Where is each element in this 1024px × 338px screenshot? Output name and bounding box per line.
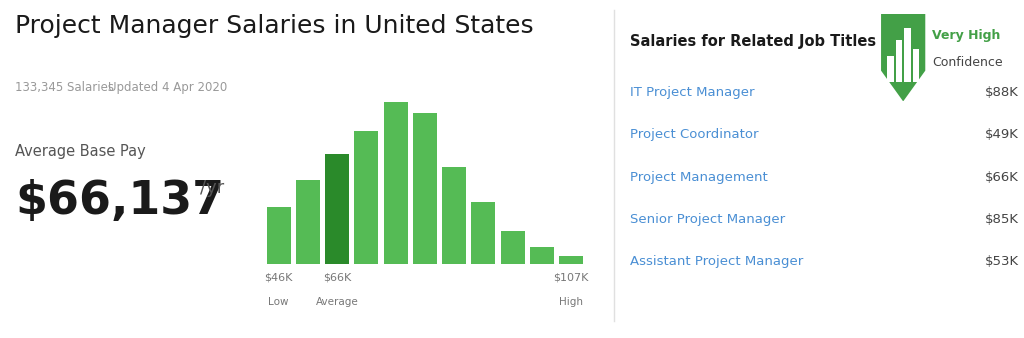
Text: Updated 4 Apr 2020: Updated 4 Apr 2020 [108,81,226,94]
Text: $66K: $66K [985,171,1019,184]
Text: Low: Low [268,297,289,308]
Text: Average Base Pay: Average Base Pay [15,144,146,159]
Bar [530,247,554,264]
Text: Senior Project Manager: Senior Project Manager [630,213,784,226]
Bar [413,113,437,264]
Bar [296,179,319,264]
Bar [559,256,584,264]
Text: 133,345 Salaries: 133,345 Salaries [15,81,115,94]
Bar [384,102,408,264]
Bar [896,40,902,82]
Text: High: High [559,297,584,308]
Text: Assistant Project Manager: Assistant Project Manager [630,255,803,268]
Text: $53K: $53K [985,255,1019,268]
Text: IT Project Manager: IT Project Manager [630,86,755,99]
Text: Project Coordinator: Project Coordinator [630,128,758,141]
Bar [354,131,379,264]
Bar [326,154,349,264]
Text: Average: Average [315,297,358,308]
Text: /yr: /yr [200,179,224,197]
Text: $107K: $107K [554,272,589,282]
Text: Project Manager Salaries in United States: Project Manager Salaries in United State… [15,14,534,38]
Text: Project Management: Project Management [630,171,768,184]
Bar [442,167,466,264]
Bar [912,49,919,82]
Text: Confidence: Confidence [932,56,1002,69]
Text: Very High: Very High [932,29,1000,42]
Text: $66,137: $66,137 [15,179,224,224]
Text: $85K: $85K [985,213,1019,226]
Text: $66K: $66K [323,272,351,282]
Bar [904,28,910,82]
Text: $49K: $49K [985,128,1019,141]
Bar [888,56,894,82]
Bar [266,207,291,264]
Text: $46K: $46K [264,272,293,282]
Bar [471,202,496,264]
Polygon shape [881,14,926,101]
Text: Salaries for Related Job Titles: Salaries for Related Job Titles [630,34,876,49]
Bar [501,231,524,264]
Text: $88K: $88K [985,86,1019,99]
